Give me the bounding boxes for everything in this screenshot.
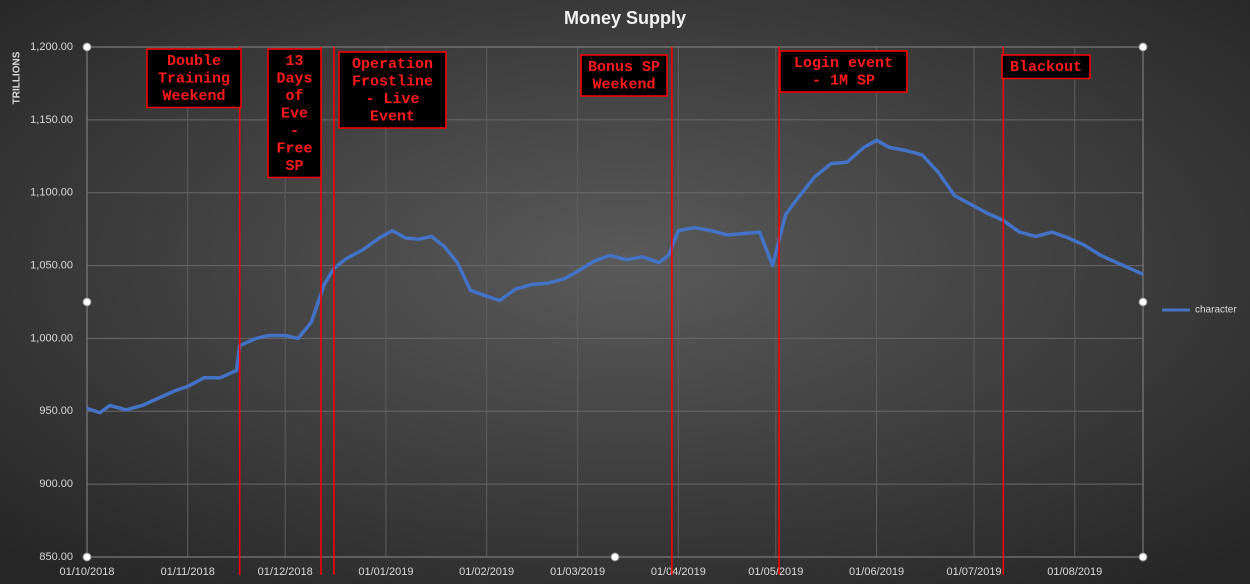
annotation-box — [146, 48, 242, 109]
annotation-text: Training — [158, 70, 230, 87]
y-axis-label: TRILLIONS — [12, 51, 23, 104]
annotation-text: Frostline — [352, 73, 433, 90]
annotation-text: Double — [167, 53, 221, 70]
legend-label: character — [1195, 305, 1237, 316]
annotation-box — [338, 51, 447, 129]
annotation-text: SP — [285, 158, 303, 175]
plot: 850.00 900.00 950.00 1,000.00 1,050.00 1,100.… — [30, 41, 1237, 578]
annotation-text: of — [285, 88, 303, 105]
annotation-box — [779, 50, 908, 93]
annotation-text: - 1M SP — [812, 72, 875, 89]
annotation-text: Login event — [794, 55, 893, 72]
x-tick-label: 01/10/2018 — [59, 566, 114, 578]
annotation-text: Operation — [352, 56, 433, 73]
y-tick-label: 1,000.00 — [30, 332, 73, 344]
x-tick-label: 01/03/2019 — [550, 566, 605, 578]
annotation-text: Free — [276, 140, 312, 157]
annotation-box — [1001, 54, 1091, 80]
y-tick-label: 1,050.00 — [30, 259, 73, 271]
chart-title: Money Supply — [564, 8, 686, 28]
annotation-text: Weekend — [592, 76, 655, 93]
annotation-text: 13 — [285, 53, 303, 70]
annotation-text: Event — [370, 108, 415, 125]
x-tick-label: 01/04/2019 — [651, 566, 706, 578]
y-tick-label: 850.00 — [39, 551, 73, 563]
x-tick-label: 01/05/2019 — [748, 566, 803, 578]
x-tick-label: 01/08/2019 — [1047, 566, 1102, 578]
y-tick-label: 900.00 — [39, 478, 73, 490]
annotation-text: Eve — [281, 105, 308, 122]
x-tick-label: 01/12/2018 — [258, 566, 313, 578]
annotation-text: Blackout — [1010, 59, 1082, 76]
annotation-text: Days — [276, 70, 312, 87]
x-tick-label: 01/01/2019 — [358, 566, 413, 578]
selection-handles — [82, 42, 1148, 562]
y-tick-label: 950.00 — [39, 405, 73, 417]
annotation-text: - — [290, 123, 299, 140]
y-tick-label: 1,150.00 — [30, 114, 73, 126]
x-tick-label: 01/07/2019 — [947, 566, 1002, 578]
y-tick-label: 1,100.00 — [30, 187, 73, 199]
y-tick-label: 1,200.00 — [30, 41, 73, 53]
annotation-text: Weekend — [162, 88, 225, 105]
x-tick-label: 01/11/2018 — [161, 566, 215, 578]
x-tick-label: 01/02/2019 — [459, 566, 514, 578]
annotation-text: Bonus SP — [588, 59, 660, 76]
annotation-box — [267, 48, 322, 179]
x-tick-label: 01/06/2019 — [849, 566, 904, 578]
line — [86, 138, 1144, 415]
annotation-text: - Live — [365, 91, 419, 108]
annotation-box — [580, 54, 668, 97]
